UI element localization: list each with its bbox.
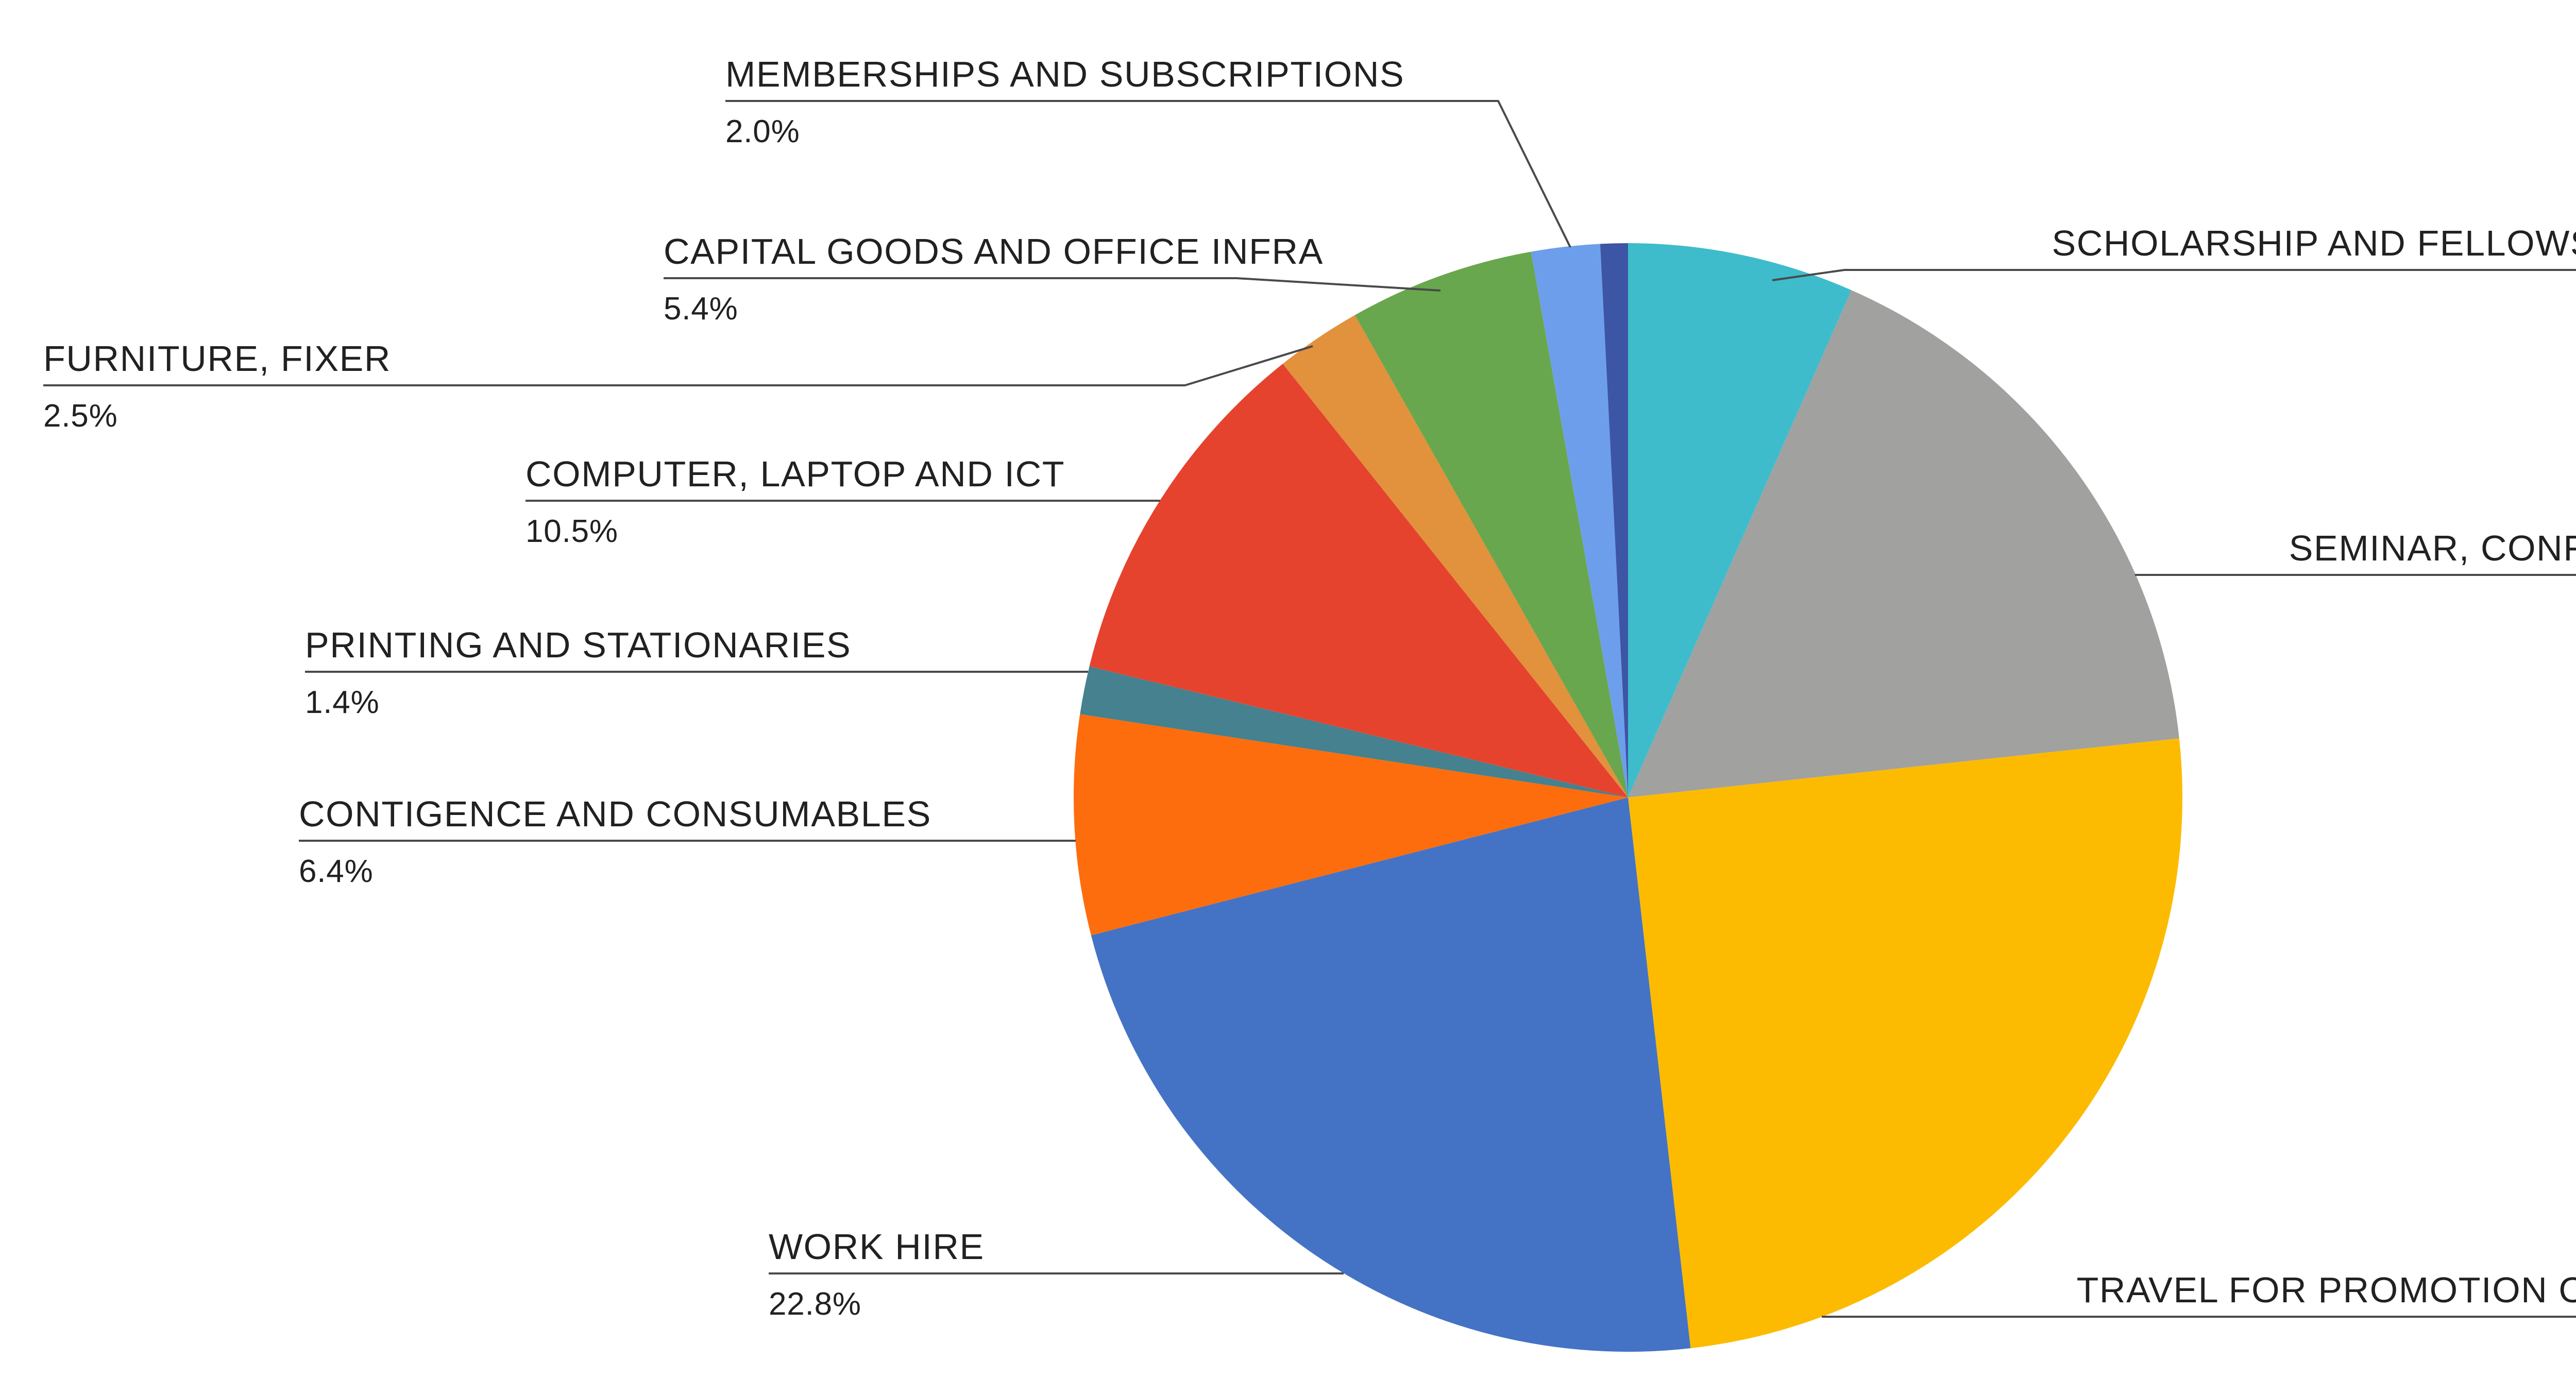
slice-label-seminar-conference-events-and-dele: SEMINAR, CONFERENCE, EVENTS AND DELE... bbox=[2289, 528, 2576, 568]
callout-line-capital-goods-and-office-infra bbox=[664, 277, 1441, 292]
pie-slice-computer-laptop-and-ict[interactable] bbox=[1089, 364, 1628, 797]
pie-slices-group bbox=[1073, 243, 2183, 1352]
pie-slice-furniture-fixer[interactable] bbox=[1282, 315, 1628, 797]
slice-percent-capital-goods-and-office-infra: 5.4% bbox=[664, 291, 738, 327]
slice-label-work-hire: WORK HIRE bbox=[769, 1227, 985, 1267]
slice-percent-work-hire: 22.8% bbox=[769, 1286, 861, 1322]
callout-line-memberships-and-subscriptions bbox=[725, 100, 1571, 248]
callout-line-furniture-fixer bbox=[43, 345, 1313, 386]
slice-label-travel-for-promotion-of-international-relations: TRAVEL FOR PROMOTION OF INTERNATIONAL RE… bbox=[2077, 1270, 2576, 1310]
slice-label-furniture-fixer: FURNITURE, FIXER bbox=[43, 338, 391, 379]
pie-slice-slice-10[interactable] bbox=[1600, 243, 1628, 797]
slice-percent-contigence-and-consumables: 6.4% bbox=[299, 854, 374, 889]
pie-slice-work-hire[interactable] bbox=[1091, 797, 1691, 1352]
slice-label-printing-and-stationaries: PRINTING AND STATIONARIES bbox=[305, 625, 851, 665]
pie-slice-contigence-and-consumables[interactable] bbox=[1073, 714, 1628, 936]
pie-slice-travel-for-promotion-of-international-relations[interactable] bbox=[1628, 738, 2183, 1349]
slice-percent-printing-and-stationaries: 1.4% bbox=[305, 685, 380, 720]
pie-slice-capital-goods-and-office-infra[interactable] bbox=[1354, 251, 1628, 798]
labels-group: SCHOLARSHIP AND FELLOWSHIP, AWARDS, REWA… bbox=[43, 54, 2576, 1322]
callout-lines-group bbox=[43, 100, 2576, 1318]
slice-percent-memberships-and-subscriptions: 2.0% bbox=[725, 114, 800, 149]
slice-label-contigence-and-consumables: CONTIGENCE AND CONSUMABLES bbox=[299, 794, 931, 834]
slice-label-scholarship-and-fellowship-awards-rewards: SCHOLARSHIP AND FELLOWSHIP, AWARDS, REWA… bbox=[2052, 223, 2576, 263]
slice-percent-computer-laptop-and-ict: 10.5% bbox=[526, 514, 618, 549]
callout-line-scholarship-and-fellowship-awards-rewards bbox=[1772, 269, 2576, 281]
slice-label-memberships-and-subscriptions: MEMBERSHIPS AND SUBSCRIPTIONS bbox=[725, 54, 1404, 94]
slice-label-capital-goods-and-office-infra: CAPITAL GOODS AND OFFICE INFRA bbox=[664, 231, 1324, 271]
pie-slice-scholarship-and-fellowship-awards-rewards[interactable] bbox=[1628, 243, 1852, 797]
slice-percent-furniture-fixer: 2.5% bbox=[43, 398, 118, 434]
slice-label-computer-laptop-and-ict: COMPUTER, LAPTOP AND ICT bbox=[526, 454, 1065, 494]
pie-slice-printing-and-stationaries[interactable] bbox=[1080, 666, 1628, 797]
pie-slice-seminar-conference-events-and-dele[interactable] bbox=[1628, 290, 2179, 797]
pie-slice-memberships-and-subscriptions[interactable] bbox=[1531, 244, 1628, 797]
